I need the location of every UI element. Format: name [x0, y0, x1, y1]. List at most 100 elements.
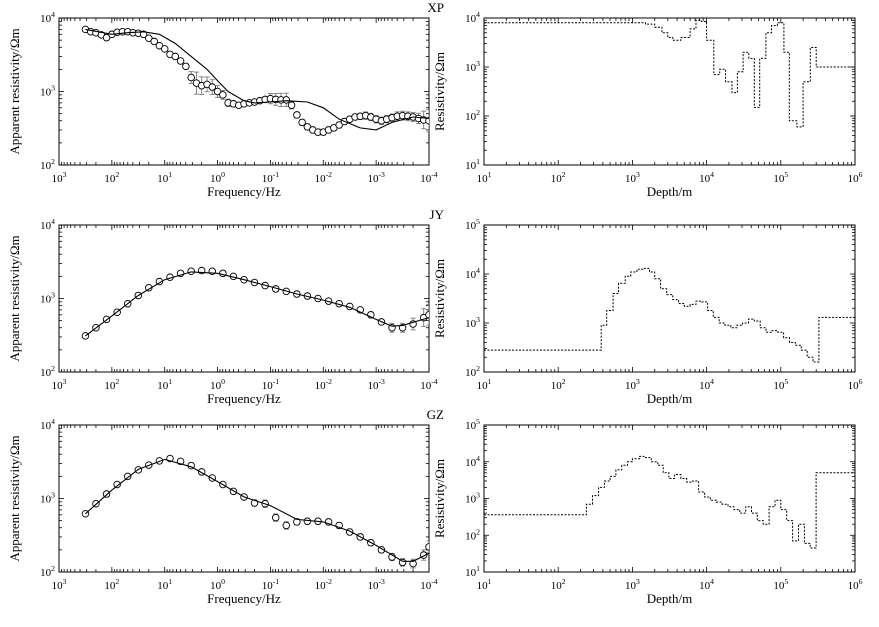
- y-tick-label: 104: [40, 10, 55, 25]
- data-point: [425, 311, 429, 319]
- x-tick-label: 102: [104, 170, 119, 185]
- x-tick-label: 102: [551, 577, 566, 592]
- plot-frame: [483, 224, 856, 373]
- data-point: [150, 37, 158, 46]
- x-tick-label: 10-3: [367, 377, 385, 392]
- y-tick-label: 102: [40, 157, 55, 172]
- x-tick-label: 104: [699, 577, 714, 592]
- data-point: [282, 96, 291, 104]
- x-tick-label: 104: [699, 170, 714, 185]
- y-tick-label: 102: [465, 364, 480, 379]
- y-tick-label: 101: [465, 564, 480, 579]
- series-group: [81, 266, 429, 340]
- series-group: [81, 25, 429, 136]
- x-axis-label: Depth/m: [647, 391, 693, 406]
- data-point: [139, 30, 148, 39]
- data-point: [293, 111, 301, 119]
- data-point: [271, 513, 280, 522]
- x-tick-label: 10-3: [367, 577, 385, 592]
- series-group: [81, 454, 429, 569]
- data-point: [298, 118, 306, 127]
- x-tick-label: 105: [773, 577, 788, 592]
- data-point: [398, 323, 407, 332]
- y-tick-label: 103: [40, 491, 55, 506]
- y-tick-label: 104: [465, 266, 480, 281]
- plot-frame: [58, 224, 430, 373]
- x-axis-label: Depth/m: [647, 591, 693, 606]
- site-label: GZ: [427, 407, 444, 422]
- x-tick-label: 102: [551, 377, 566, 392]
- plot-frame: [483, 424, 856, 573]
- data-point: [171, 52, 180, 61]
- y-tick-label: 103: [465, 491, 480, 506]
- y-tick-label: 104: [40, 217, 55, 232]
- data-point: [335, 121, 343, 129]
- x-tick-label: 101: [477, 577, 492, 592]
- x-tick-label: 10-3: [367, 170, 385, 185]
- x-axis-label: Frequency/Hz: [207, 591, 281, 606]
- x-tick-label: 103: [625, 577, 640, 592]
- data-point: [102, 33, 111, 42]
- plot-frame: [483, 17, 856, 166]
- x-tick-label: 10-1: [262, 377, 280, 392]
- data-point: [155, 41, 164, 50]
- x-tick-label: 101: [157, 577, 172, 592]
- data-point: [293, 518, 301, 526]
- data-point: [219, 91, 227, 99]
- x-tick-label: 106: [848, 577, 863, 592]
- data-point: [160, 45, 169, 53]
- chart-panel-3: 103 102 101 100 10-1 10-2 10-3 10-4102103104Fre…: [7, 217, 438, 406]
- model-curve: [85, 28, 429, 131]
- y-tick-label: 104: [465, 454, 480, 469]
- resistivity-model-step: [484, 455, 855, 549]
- model-curve: [85, 271, 429, 337]
- data-point: [425, 543, 429, 551]
- y-tick-label: 102: [465, 108, 480, 123]
- y-tick-label: 104: [465, 10, 480, 25]
- chart-panel-6: 101 102 103 104 105 106 101 102 103 104 105 Depth/m…: [427, 407, 863, 606]
- x-tick-label: 103: [625, 377, 640, 392]
- x-tick-label: 100: [210, 577, 225, 592]
- y-axis-label: Resistivity/Ωm: [432, 459, 447, 538]
- site-label: JY: [430, 207, 445, 222]
- y-tick-label: 103: [465, 315, 480, 330]
- y-tick-label: 103: [40, 84, 55, 99]
- data-point: [176, 57, 185, 65]
- data-point: [187, 267, 195, 275]
- x-tick-label: 103: [52, 377, 67, 392]
- x-tick-label: 105: [773, 170, 788, 185]
- y-tick-label: 104: [40, 417, 55, 432]
- y-tick-label: 105: [465, 417, 480, 432]
- x-tick-label: 104: [699, 377, 714, 392]
- y-axis-label: Resistivity/Ωm: [432, 259, 447, 338]
- data-point: [303, 517, 312, 526]
- model-curve: [85, 458, 429, 562]
- x-tick-label: 10-1: [262, 170, 280, 185]
- x-tick-label: 10-1: [262, 577, 280, 592]
- x-tick-label: 10-4: [420, 170, 438, 185]
- x-tick-label: 102: [104, 377, 119, 392]
- data-point: [187, 73, 195, 82]
- x-tick-label: 10-2: [315, 377, 333, 392]
- chart-panel-1: 103 102 101 100 10-1 10-2 10-3 10-4102103104Fre…: [7, 10, 438, 199]
- x-tick-label: 102: [104, 577, 119, 592]
- data-point: [287, 101, 296, 110]
- data-point: [213, 87, 222, 96]
- x-tick-label: 101: [157, 377, 172, 392]
- y-tick-label: 105: [465, 217, 480, 232]
- chart-panel-5: 103 102 101 100 10-1 10-2 10-3 10-4102103104Fre…: [7, 417, 438, 606]
- x-axis-label: Depth/m: [647, 184, 693, 199]
- x-tick-label: 102: [551, 170, 566, 185]
- x-tick-label: 103: [625, 170, 640, 185]
- x-axis-label: Frequency/Hz: [207, 184, 281, 199]
- chart-panel-4: 101 102 103 104 105 106102103104105Depth/mRes…: [430, 207, 863, 406]
- resistivity-model-step: [484, 19, 855, 128]
- x-tick-label: 100: [210, 377, 225, 392]
- x-tick-label: 103: [52, 577, 67, 592]
- y-axis-label: Apparent resistivity/Ωm: [7, 435, 22, 561]
- x-tick-label: 101: [477, 377, 492, 392]
- data-point: [145, 34, 153, 43]
- x-tick-label: 106: [848, 170, 863, 185]
- x-tick-label: 10-4: [420, 377, 438, 392]
